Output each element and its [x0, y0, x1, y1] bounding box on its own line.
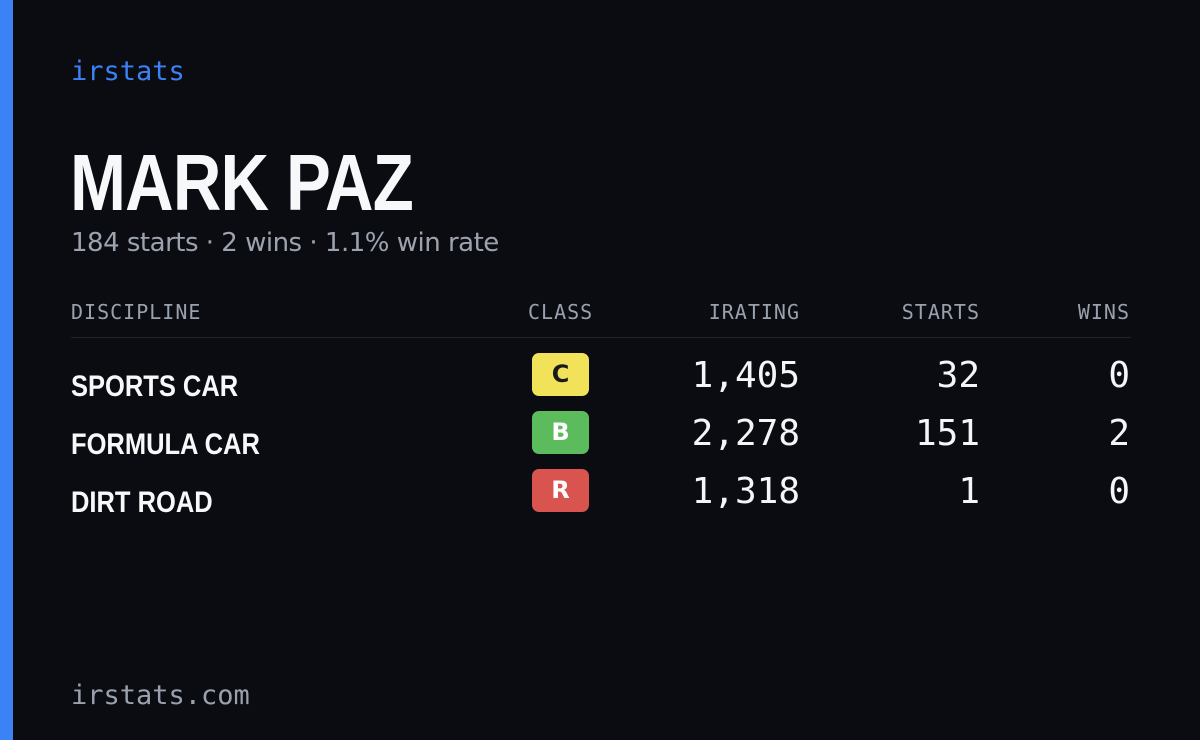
- header-irating: IRATING: [708, 300, 800, 324]
- discipline-name: FORMULA CAR: [71, 428, 260, 461]
- table-header: DISCIPLINE CLASS IRATING STARTS WINS: [71, 296, 1131, 338]
- starts-value: 151: [914, 413, 980, 454]
- footer-url: irstats.com: [71, 680, 250, 711]
- stats-table: DISCIPLINE CLASS IRATING STARTS WINS SPO…: [71, 296, 1131, 527]
- header-wins: WINS: [1077, 300, 1130, 324]
- starts-value: 32: [936, 355, 980, 396]
- brand-logo-text: irstats: [71, 56, 185, 87]
- irating-value: 1,318: [691, 471, 800, 512]
- discipline-name: DIRT ROAD: [71, 486, 213, 519]
- class-badge: C: [532, 353, 589, 396]
- header-discipline: DISCIPLINE: [71, 300, 202, 324]
- starts-value: 1: [958, 471, 980, 512]
- table-row: SPORTS CAR C 1,405 32 0: [71, 353, 1131, 411]
- driver-summary: 184 starts · 2 wins · 1.1% win rate: [71, 228, 499, 258]
- class-badge: B: [532, 411, 589, 454]
- header-starts: STARTS: [901, 300, 980, 324]
- table-row: DIRT ROAD R 1,318 1 0: [71, 469, 1131, 527]
- irating-value: 1,405: [691, 355, 800, 396]
- table-row: FORMULA CAR B 2,278 151 2: [71, 411, 1131, 469]
- discipline-name: SPORTS CAR: [71, 370, 239, 403]
- table-body: SPORTS CAR C 1,405 32 0 FORMULA CAR B 2,…: [71, 338, 1131, 527]
- accent-bar: [0, 0, 13, 740]
- header-class: CLASS: [528, 300, 594, 324]
- wins-value: 0: [1108, 471, 1130, 512]
- driver-name: MARK PAZ: [70, 138, 414, 227]
- wins-value: 2: [1108, 413, 1130, 454]
- class-badge: R: [532, 469, 589, 512]
- irating-value: 2,278: [691, 413, 800, 454]
- wins-value: 0: [1108, 355, 1130, 396]
